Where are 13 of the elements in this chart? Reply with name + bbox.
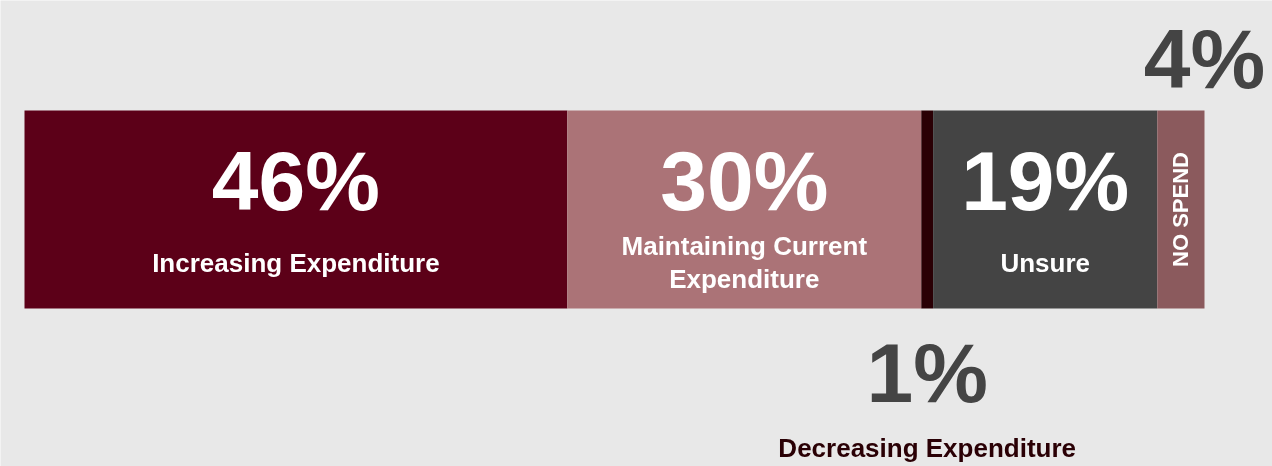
series-label: Maintaining Current Expenditure (621, 231, 868, 294)
bar (1157, 110, 1205, 309)
data-label: 46% (211, 133, 380, 228)
bar (921, 110, 934, 309)
data-label: 4% (1143, 11, 1266, 106)
data-label: 19% (961, 133, 1130, 228)
data-label: 1% (866, 325, 988, 420)
bar (24, 110, 568, 309)
series-label: Increasing Expenditure (152, 247, 440, 278)
text: Decreasing Expenditure (778, 432, 1077, 463)
series-label: Unsure (1000, 247, 1090, 278)
data-label: 30% (660, 133, 829, 228)
series-label: NO SPEND (1168, 152, 1194, 267)
